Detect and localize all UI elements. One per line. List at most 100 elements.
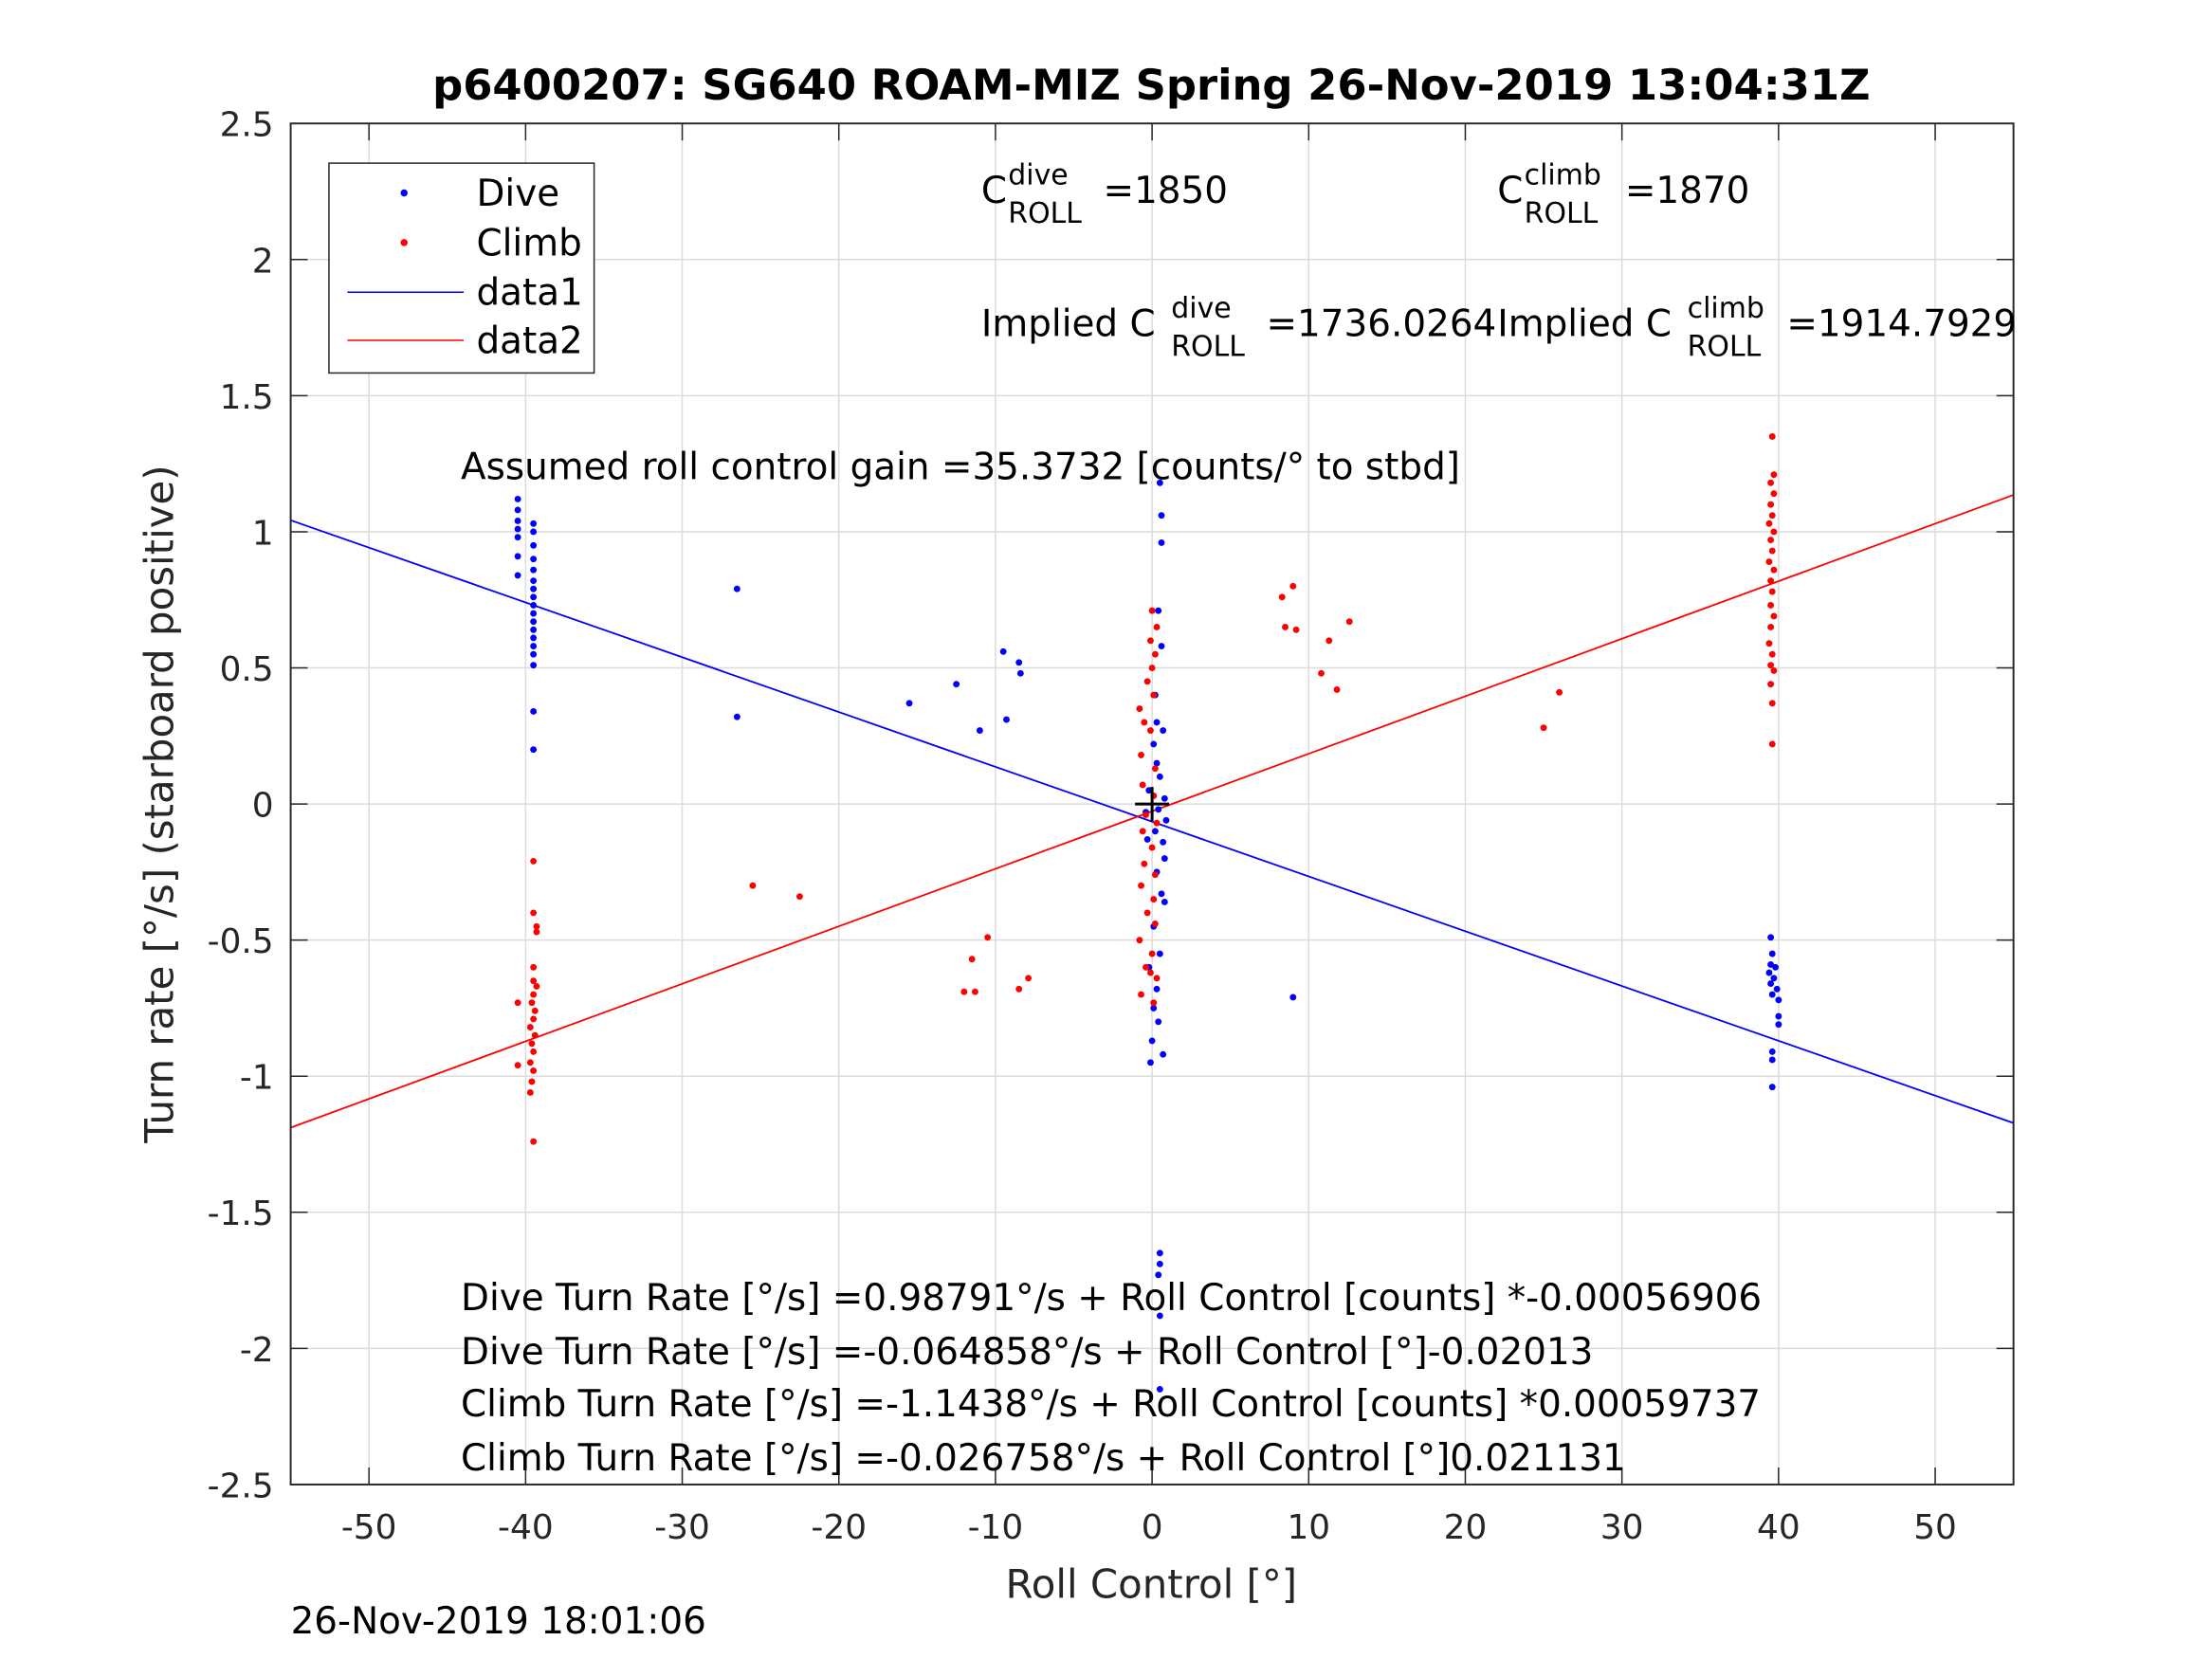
climb-point: [1767, 624, 1775, 630]
x-axis-label: Roll Control [°]: [1006, 1561, 1298, 1608]
dive-point: [514, 553, 521, 560]
climb-point: [530, 1138, 538, 1145]
dive-point: [530, 618, 538, 626]
climb-point: [1139, 828, 1146, 835]
dive-point: [514, 506, 521, 514]
dive-point: [530, 610, 538, 617]
dive-point: [530, 593, 538, 601]
dive-point: [1158, 890, 1165, 898]
climb-point: [1768, 740, 1776, 748]
svg-text:dive: dive: [1008, 159, 1068, 192]
svg-text:climb: climb: [1688, 292, 1764, 325]
timestamp: 26-Nov-2019 18:01:06: [291, 1600, 706, 1643]
climb-point: [1767, 681, 1775, 688]
chart-title: p6400207: SG640 ROAM-MIZ Spring 26-Nov-2…: [432, 60, 1870, 110]
climb-point: [1151, 765, 1159, 773]
climb-point: [530, 909, 538, 917]
climb-point: [1768, 588, 1776, 595]
climb-point: [530, 991, 538, 998]
climb-point: [1147, 727, 1154, 734]
legend-climb-marker: [400, 239, 408, 246]
climb-point: [1282, 624, 1289, 630]
dive-point: [1143, 835, 1151, 843]
dive-point: [1153, 759, 1161, 767]
dive-point: [530, 643, 538, 649]
y-tick-label: -0.5: [208, 922, 274, 961]
climb-point: [1136, 705, 1143, 713]
dive-point: [999, 647, 1007, 655]
climb-point: [1278, 593, 1286, 601]
climb-point: [1770, 666, 1778, 674]
y-tick-label: -1.5: [208, 1194, 274, 1233]
svg-text:climb: climb: [1525, 159, 1601, 192]
climb-point: [1148, 950, 1156, 957]
dive-point: [1768, 1084, 1776, 1091]
climb-point: [1770, 566, 1778, 574]
equation-1: Dive Turn Rate [°/s] =0.98791°/s + Roll …: [461, 1277, 1762, 1320]
climb-point: [514, 999, 521, 1007]
climb-point: [1150, 691, 1158, 699]
dive-point: [514, 572, 521, 579]
dive-point: [1161, 899, 1168, 905]
svg-text:=1736.0264: =1736.0264: [1266, 303, 1496, 346]
dive-point: [1770, 975, 1778, 982]
climb-point: [1770, 612, 1778, 620]
dive-point: [953, 681, 960, 688]
x-tick-label: 0: [1142, 1508, 1163, 1547]
y-tick-label: 1: [252, 514, 274, 553]
climb-point: [1292, 626, 1300, 633]
dive-point: [530, 602, 538, 609]
climb-point: [1768, 547, 1776, 555]
climb-point: [1768, 512, 1776, 520]
climb-point: [1143, 678, 1151, 685]
dive-point: [1162, 816, 1170, 824]
dive-point: [1153, 719, 1161, 726]
climb-point: [749, 882, 757, 889]
svg-text:=1870: =1870: [1625, 170, 1750, 212]
climb-point: [531, 1007, 539, 1014]
dive-point: [905, 700, 913, 707]
y-tick-label: -1: [240, 1059, 274, 1098]
dive-point: [1147, 1059, 1154, 1066]
climb-point: [1141, 719, 1148, 726]
climb-point: [1770, 490, 1778, 498]
climb-point: [1325, 637, 1333, 645]
dive-point: [733, 713, 740, 720]
climb-point: [526, 1089, 534, 1096]
dive-point: [1160, 1050, 1167, 1058]
climb-point: [531, 1031, 539, 1039]
climb-point: [530, 963, 538, 971]
climb-point: [1143, 963, 1149, 971]
climb-point: [1345, 618, 1353, 626]
climb-point: [526, 1024, 534, 1030]
dive-point: [976, 727, 983, 734]
x-tick-label: 20: [1444, 1508, 1488, 1547]
climb-point: [530, 857, 538, 865]
climb-point: [1151, 871, 1159, 879]
x-tick-label: 30: [1600, 1508, 1644, 1547]
dive-point: [530, 520, 538, 527]
climb-point: [1148, 844, 1156, 851]
dive-point: [1015, 659, 1023, 666]
x-tick-label: 40: [1757, 1508, 1801, 1547]
climb-point: [1767, 537, 1775, 543]
climb-point: [530, 1015, 538, 1023]
y-tick-label: -2: [240, 1331, 274, 1370]
y-tick-label: 1.5: [220, 378, 274, 417]
dive-point: [530, 566, 538, 574]
origin-marker: [1135, 787, 1170, 822]
annotation-gain: Assumed roll control gain =35.3732 [coun…: [461, 447, 1460, 489]
dive-point: [1150, 1004, 1158, 1012]
climb-point: [530, 1048, 538, 1055]
climb-point: [1765, 640, 1773, 647]
climb-point: [1148, 607, 1156, 614]
climb-point: [1147, 637, 1154, 645]
climb-point: [1153, 819, 1161, 827]
equation-4: Climb Turn Rate [°/s] =-0.026758°/s + Ro…: [461, 1437, 1626, 1480]
dive-point: [1160, 727, 1167, 734]
dive-point: [514, 534, 521, 541]
climb-point: [1556, 688, 1563, 696]
climb-point: [1333, 686, 1341, 693]
svg-text:ROLL: ROLL: [1008, 197, 1082, 230]
